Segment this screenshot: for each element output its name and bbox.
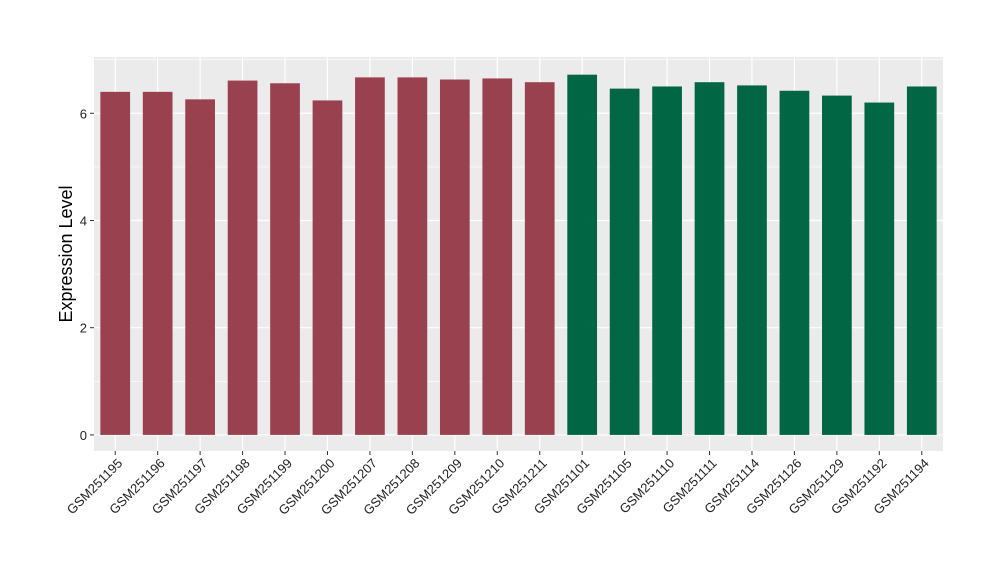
- bars: [100, 74, 937, 435]
- bar-GSM251199: [270, 83, 300, 435]
- y-axis-label: Expression Level: [56, 185, 76, 322]
- bar-GSM251110: [652, 86, 682, 435]
- bar-GSM251126: [779, 90, 810, 435]
- bar-GSM251192: [864, 102, 895, 435]
- bar-GSM251209: [439, 79, 470, 435]
- y-tick-label: 2: [80, 321, 87, 336]
- bar-GSM251196: [142, 91, 173, 435]
- bar-GSM251207: [355, 77, 385, 435]
- bar-GSM251198: [227, 80, 258, 435]
- bar-GSM251194: [906, 86, 937, 435]
- x-axis: GSM251195GSM251196GSM251197GSM251198GSM2…: [64, 451, 932, 518]
- bar-GSM251210: [482, 78, 513, 435]
- y-axis: 0 2 4 6: [80, 106, 94, 443]
- bar-GSM251211: [524, 82, 555, 435]
- bar-GSM251200: [312, 100, 343, 435]
- y-tick-label: 6: [80, 106, 87, 121]
- bar-GSM251105: [609, 88, 640, 435]
- plot-panel: [94, 57, 943, 451]
- bar-GSM251197: [185, 99, 215, 435]
- bar-GSM251195: [100, 91, 131, 435]
- bar-GSM251129: [822, 95, 852, 435]
- bar-GSM251114: [737, 85, 767, 435]
- bar-GSM251208: [397, 77, 428, 435]
- y-tick-label: 0: [80, 428, 87, 443]
- y-tick-label: 4: [80, 213, 87, 228]
- bar-GSM251101: [567, 74, 598, 435]
- bar-GSM251111: [694, 82, 725, 435]
